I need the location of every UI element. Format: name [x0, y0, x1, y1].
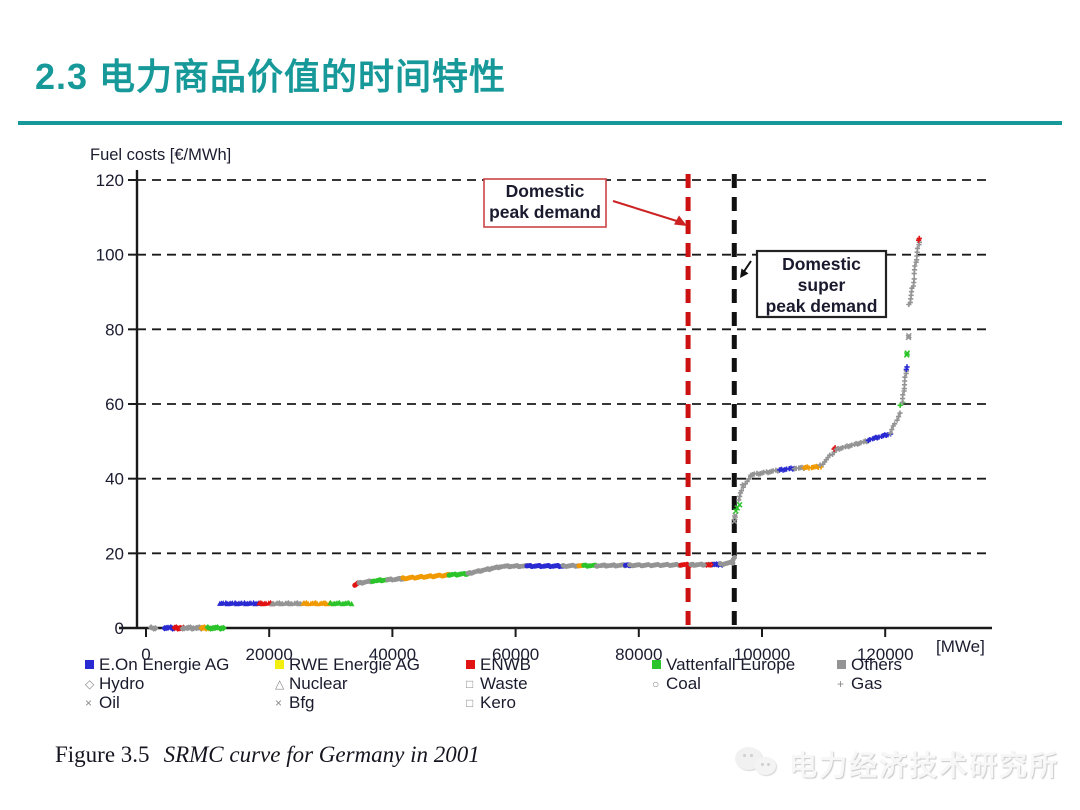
legend-item-fuel: ○ Coal	[652, 674, 795, 693]
svg-text:20: 20	[105, 544, 124, 563]
legend-label: Bfg	[289, 692, 315, 712]
legend-label: Hydro	[99, 673, 145, 693]
legend-label: Coal	[666, 673, 701, 693]
legend-label: RWE Energie AG	[289, 654, 421, 674]
svg-text:Domestic: Domestic	[506, 181, 585, 201]
x-axis-unit: [MWe]	[936, 637, 985, 656]
legend-label: Nuclear	[289, 673, 348, 693]
fuel-marker-icon: ×	[275, 695, 283, 710]
fuel-marker-icon: ×	[85, 695, 93, 710]
svg-text:0: 0	[115, 619, 124, 638]
legend-item-fuel: □ Kero	[466, 693, 531, 712]
legend-label: ENWB	[480, 654, 531, 674]
svg-text:Domestic: Domestic	[782, 254, 861, 274]
data-points	[147, 235, 922, 632]
svg-text:60: 60	[105, 395, 124, 414]
demand-lines	[685, 174, 737, 634]
legend-item-owner: RWE Energie AG	[275, 655, 420, 674]
legend-label: Oil	[99, 692, 120, 712]
legend-item-fuel: ◇ Hydro	[85, 674, 229, 693]
figure-caption: Figure 3.5 SRMC curve for Germany in 2001	[55, 742, 480, 768]
page-title: 2.3 电力商品价值的时间特性	[35, 56, 507, 97]
legend-item-owner: E.On Energie AG	[85, 655, 229, 674]
legend-label: E.On Energie AG	[99, 654, 230, 674]
axes: 0 20 40 60 80 100 120 0 20000 40000 60000 80000 1000…	[90, 146, 992, 664]
legend-column: Vattenfall Europe ○ Coal	[652, 655, 795, 693]
legend-item-fuel: + Gas	[837, 674, 902, 693]
owner-swatch	[837, 660, 846, 669]
legend-item-fuel: □ Waste	[466, 674, 531, 693]
legend-item-owner: ENWB	[466, 655, 531, 674]
svg-text:120000: 120000	[857, 645, 914, 664]
fuel-marker-icon: ○	[652, 676, 660, 691]
owner-swatch	[85, 660, 94, 669]
fuel-marker-icon: +	[837, 676, 845, 691]
svg-text:60000: 60000	[492, 645, 539, 664]
owner-swatch	[652, 660, 661, 669]
legend-label: Gas	[851, 673, 883, 693]
svg-text:80: 80	[105, 320, 124, 339]
wechat-logo-icon	[735, 745, 781, 783]
watermark-text: 电力经济技术研究所	[789, 750, 1060, 781]
svg-text:100: 100	[96, 246, 124, 265]
y-axis-label: Fuel costs [€/MWh]	[90, 146, 231, 164]
svg-text:peak demand: peak demand	[489, 202, 601, 222]
watermark: 电力经济技术研究所	[735, 744, 1059, 784]
legend-label: Kero	[480, 692, 516, 712]
legend-column: Others + Gas	[837, 655, 902, 693]
svg-text:40000: 40000	[369, 645, 416, 664]
figure-caption-title: SRMC curve for Germany in 2001	[163, 742, 480, 767]
title-divider	[18, 121, 1062, 125]
svg-text:120: 120	[96, 171, 124, 190]
fuel-marker-icon: □	[466, 695, 474, 710]
legend-label: Waste	[480, 673, 528, 693]
owner-swatch	[466, 660, 475, 669]
svg-text:100000: 100000	[734, 645, 791, 664]
legend-item-fuel: △ Nuclear	[275, 674, 420, 693]
owner-swatch	[275, 660, 284, 669]
legend-column: RWE Energie AG △ Nuclear × Bfg	[275, 655, 420, 712]
fuel-marker-icon: △	[275, 676, 285, 691]
fuel-marker-icon: □	[466, 676, 474, 691]
legend-column: ENWB □ Waste □ Kero	[466, 655, 531, 712]
svg-text:20000: 20000	[246, 645, 293, 664]
svg-text:40: 40	[105, 470, 124, 489]
chart-legend: E.On Energie AG ◇ Hydro × Oil RWE Energie AG △…	[0, 655, 1080, 719]
svg-text:super: super	[798, 275, 846, 295]
legend-item-owner: Vattenfall Europe	[652, 655, 795, 674]
legend-label: Others	[851, 654, 903, 674]
srmc-chart: 0 20 40 60 80 100 120 0 20000 40000 60000 80000 1000…	[90, 146, 992, 664]
gridlines	[137, 179, 988, 555]
svg-text:0: 0	[141, 645, 150, 664]
legend-item-fuel: × Bfg	[275, 693, 420, 712]
legend-item-owner: Others	[837, 655, 902, 674]
svg-text:peak demand: peak demand	[766, 296, 878, 316]
fuel-marker-icon: ◇	[85, 676, 95, 691]
legend-item-fuel: × Oil	[85, 693, 229, 712]
svg-text:80000: 80000	[615, 645, 662, 664]
legend-label: Vattenfall Europe	[666, 654, 796, 674]
figure-caption-number: Figure 3.5	[55, 742, 150, 767]
legend-column: E.On Energie AG ◇ Hydro × Oil	[85, 655, 229, 712]
